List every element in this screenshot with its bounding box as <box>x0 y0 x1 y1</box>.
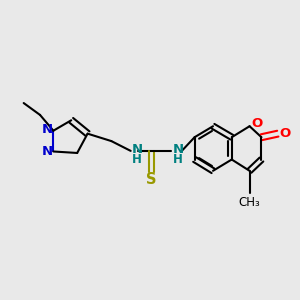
Text: H: H <box>173 153 183 166</box>
Text: N: N <box>132 143 143 156</box>
Text: N: N <box>173 143 184 156</box>
Text: S: S <box>146 172 157 187</box>
Text: O: O <box>251 117 262 130</box>
Text: CH₃: CH₃ <box>239 196 260 209</box>
Text: N: N <box>41 123 52 136</box>
Text: H: H <box>132 153 142 166</box>
Text: N: N <box>41 145 52 158</box>
Text: O: O <box>279 127 290 140</box>
